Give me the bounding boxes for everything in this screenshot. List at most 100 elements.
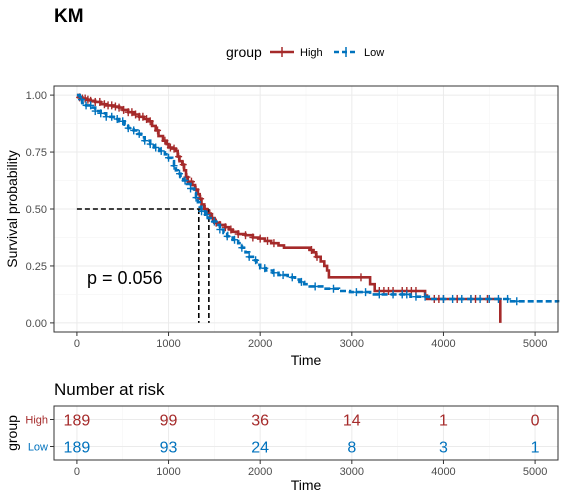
p-value-label: p = 0.056 — [87, 268, 163, 288]
risk-row-label-low: Low — [28, 442, 48, 454]
censor-mark-low — [352, 288, 360, 297]
legend-label-low: Low — [364, 47, 384, 59]
censor-mark-low — [130, 126, 138, 135]
risk-x-tick-label: 5000 — [523, 466, 547, 478]
censor-mark-high — [120, 105, 128, 114]
censor-mark-high — [313, 252, 321, 261]
censor-mark-low — [494, 294, 502, 303]
censor-mark-low — [192, 193, 200, 202]
censor-mark-high — [139, 112, 147, 121]
risk-value-high: 36 — [251, 413, 269, 430]
censor-mark-low — [157, 146, 165, 155]
y-tick-label: 0.50 — [26, 204, 47, 216]
y-tick-label: 1.00 — [26, 90, 47, 102]
censor-mark-high — [132, 110, 140, 119]
risk-panel-border — [53, 405, 559, 461]
risk-grid — [54, 406, 558, 460]
censor-mark-high — [166, 143, 174, 152]
censor-mark-low — [375, 290, 383, 299]
censor-mark-low — [311, 282, 319, 291]
censor-mark-high — [307, 246, 315, 254]
risk-y-axis-title: group — [4, 415, 20, 451]
risk-value-low: 1 — [531, 440, 540, 457]
x-tick-label: 1000 — [156, 338, 180, 350]
censor-mark-low — [135, 129, 143, 138]
censor-mark-low — [270, 268, 278, 277]
censor-mark-low — [421, 292, 429, 301]
censor-mark-low — [449, 294, 457, 303]
censor-mark-low — [252, 256, 260, 265]
censor-mark-low — [203, 210, 211, 219]
chart-title: KM — [54, 6, 84, 27]
censor-mark-high — [146, 117, 154, 126]
censor-mark-low — [91, 107, 99, 116]
censor-mark-high — [256, 234, 264, 243]
legend: group High Low — [226, 44, 384, 60]
censor-mark-low — [439, 294, 447, 303]
y-axis-title: Survival probability — [4, 150, 20, 268]
censor-mark-low — [108, 112, 116, 121]
censor-mark-high — [249, 233, 257, 242]
risk-x-axis-title: Time — [291, 477, 322, 493]
censor-mark-low — [77, 95, 85, 104]
censor-mark-low — [245, 252, 253, 261]
censor-mark-high — [264, 236, 272, 245]
censor-mark-high — [96, 97, 104, 106]
risk-x-tick-label: 4000 — [431, 466, 455, 478]
censor-mark-low — [176, 169, 184, 178]
censor-mark-high — [111, 102, 119, 111]
censor-mark-high — [115, 103, 123, 112]
risk-x-tick-label: 3000 — [340, 466, 364, 478]
x-tick-label: 2000 — [248, 338, 272, 350]
censor-mark-low — [412, 292, 420, 301]
censor-mark-high — [175, 152, 183, 161]
risk-table-title: Number at risk — [54, 380, 165, 399]
censor-mark-low — [113, 115, 121, 124]
censor-mark-low — [210, 217, 218, 226]
legend-label-high: High — [300, 47, 323, 59]
risk-value-low: 24 — [251, 440, 269, 457]
censor-mark-high — [100, 100, 108, 109]
risk-row-label-high: High — [25, 415, 48, 427]
censor-mark-low — [87, 101, 95, 110]
risk-value-high: 14 — [343, 413, 361, 430]
censor-mark-low — [97, 109, 105, 118]
censor-mark-low — [198, 207, 206, 216]
censor-mark-low — [124, 124, 132, 133]
risk-value-low: 93 — [160, 440, 178, 457]
censor-mark-low — [187, 184, 195, 193]
legend-key-low — [334, 47, 358, 57]
x-tick-label: 0 — [74, 338, 80, 350]
censor-mark-high — [357, 273, 365, 282]
legend-title: group — [226, 44, 262, 60]
censor-mark-high — [270, 239, 278, 248]
censor-mark-low — [146, 140, 154, 149]
censor-mark-low — [389, 290, 397, 299]
risk-value-high: 0 — [531, 413, 540, 430]
censor-mark-low — [329, 284, 337, 293]
censor-mark-low — [216, 225, 224, 234]
censor-mark-low — [485, 294, 493, 303]
censor-mark-low — [119, 117, 127, 126]
censor-mark-low — [181, 176, 189, 185]
risk-axes: 0 1000 2000 3000 4000 5000 High Low — [25, 415, 547, 479]
risk-x-tick-label: 1000 — [156, 466, 180, 478]
censor-mark-low — [467, 294, 475, 303]
censor-mark-low — [279, 271, 287, 280]
x-tick-label: 5000 — [523, 338, 547, 350]
legend-key-high — [270, 47, 294, 57]
y-tick-label: 0.00 — [26, 318, 47, 330]
censor-mark-low — [362, 288, 370, 297]
censor-mark-low — [504, 294, 512, 303]
risk-x-tick-label: 0 — [74, 466, 80, 478]
risk-value-high: 1 — [439, 413, 448, 430]
censor-mark-low — [288, 273, 296, 282]
censor-mark-high — [108, 101, 116, 110]
censor-mark-high — [170, 144, 178, 153]
censor-mark-low — [476, 294, 484, 303]
km-grid — [54, 86, 558, 332]
km-axes: 0 1000 2000 3000 4000 5000 0.00 0.25 0.50 0.75 1.0… — [26, 90, 548, 350]
x-axis-title: Time — [291, 352, 322, 368]
censor-mark-high — [234, 230, 242, 239]
x-tick-label: 3000 — [340, 338, 364, 350]
